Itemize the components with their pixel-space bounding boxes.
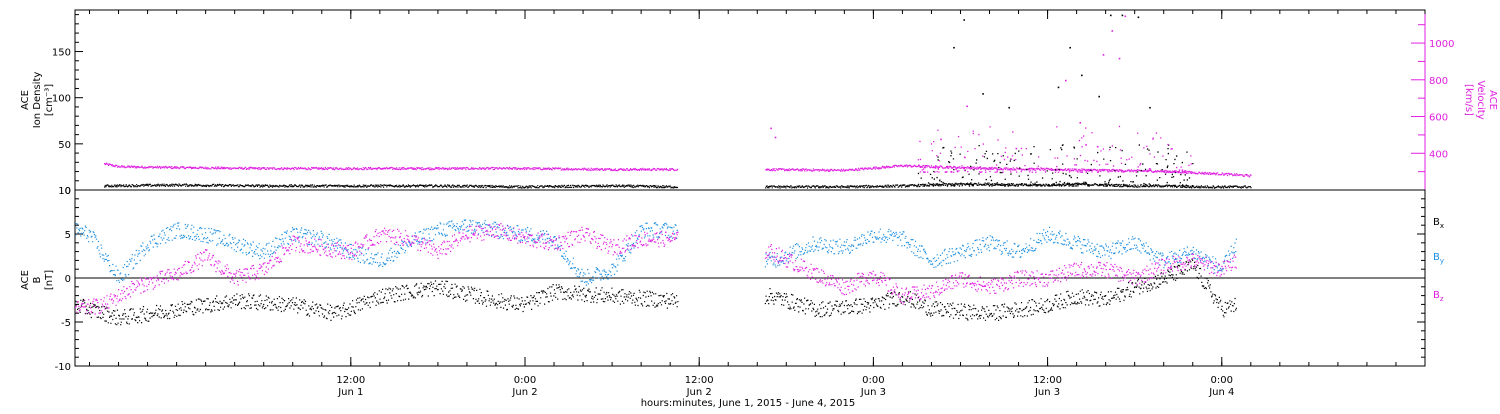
bottom-ytick-label: 0 [65,274,71,285]
density-series-spike [1081,74,1083,77]
velocity-series-spike [1096,145,1099,148]
velocity-series-spike [966,105,968,108]
legend-bx: Bx [1433,217,1444,230]
velocity-series-spike [1102,54,1105,56]
legend-bz: Bz [1433,290,1444,303]
series-bx-dots [75,258,1237,326]
series-bz [75,223,1237,315]
top-right-ylabel-line1: ACE [1487,90,1498,110]
velocity-scatter-dots [917,125,1192,173]
density-scatter-dots [917,144,1194,187]
x-axis-label: hours:minutes, June 1, 2015 - June 4, 20… [641,398,856,409]
legend-by: By [1433,252,1444,265]
x-tick-date-label: Jun 4 [1208,387,1234,398]
velocity-series-spike [1079,122,1082,124]
velocity-series-spike [1015,147,1018,150]
velocity-series-spike [1124,15,1127,18]
top-left-ytick-label: 100 [52,94,71,105]
top-right-ylabel-line3: [km/s] [1463,84,1474,116]
x-tick-date-label: Jun 2 [511,387,537,398]
x-tick-date-label: Jun 1 [337,387,363,398]
top-left-ylabel-line2: Ion Density [32,72,43,129]
top-right-ylabel-line2: Velocity [1475,80,1486,119]
density-series-spike [1030,153,1032,155]
top-right-ytick-label: 600 [1429,113,1448,124]
density-series-spike [963,19,965,21]
bottom-panel: -10 -5 0 5 10 ACE B [nT] Bx By Bz [20,186,1444,373]
top-left-ylabel: ACE Ion Density [cm⁻³] [20,72,55,129]
top-right-ytick-label: 1000 [1429,39,1454,50]
x-tick-time-label: 0:00 [862,375,884,386]
series-bz-dots [75,223,1237,315]
series-bx [75,258,1237,326]
disturbed-scatter [917,125,1194,187]
top-left-ytick-label: 50 [58,140,71,151]
density-series-spike [953,46,955,49]
density-series-spike [1057,86,1060,89]
density-series-dots [104,182,1252,189]
top-left-ylabel-line1: ACE [20,90,31,110]
density-series-spike [1137,16,1140,19]
velocity-series-spike [1085,144,1087,146]
x-tick-time-label: 12:00 [336,375,365,386]
bottom-ylabel-line2: B [32,276,43,283]
top-panel-frame [74,9,1426,191]
x-tick-time-label: 12:00 [685,375,714,386]
density-series-spike [1008,106,1010,109]
bottom-ytick-label: 10 [58,186,71,197]
x-tick-date-label: Jun 2 [686,387,712,398]
velocity-series-spike [1118,57,1121,60]
x-tick-time-label: 12:00 [1033,375,1062,386]
velocity-series-spike [1111,30,1114,32]
density-series [104,14,1252,189]
top-right-ytick-label: 400 [1429,149,1448,160]
density-series-spike [1110,14,1112,17]
bottom-left-ylabel: ACE B [nT] [20,270,55,290]
bottom-ylabel-line1: ACE [20,270,31,290]
velocity-series [104,15,1252,178]
top-right-ytick-label: 800 [1429,76,1448,87]
bottom-ylabel-line3: [nT] [44,270,55,290]
bottom-ytick-label: -10 [55,362,71,373]
x-tick-time-label: 0:00 [1211,375,1233,386]
bottom-ytick-label: 5 [65,230,71,241]
x-tick-time-label: 0:00 [514,375,536,386]
density-series-spike [1098,95,1100,98]
x-tick-date-label: Jun 3 [860,387,886,398]
density-series-spike [1069,46,1071,49]
density-series-spike [1149,106,1151,109]
top-left-ytick-label: 0 [65,186,71,197]
top-left-ylabel-line3: [cm⁻³] [44,84,55,116]
x-tick-date-label: Jun 3 [1034,387,1060,398]
density-series-spike [1121,14,1124,17]
density-series-spike [982,93,984,95]
velocity-series-spike [1065,79,1067,82]
bottom-ytick-label: -5 [61,318,71,329]
top-left-ytick-label: 150 [52,48,71,59]
velocity-series-spike [774,136,777,139]
velocity-series-spike [770,127,772,130]
velocity-series-dots [104,162,1252,178]
velocity-series-spike [940,138,942,141]
